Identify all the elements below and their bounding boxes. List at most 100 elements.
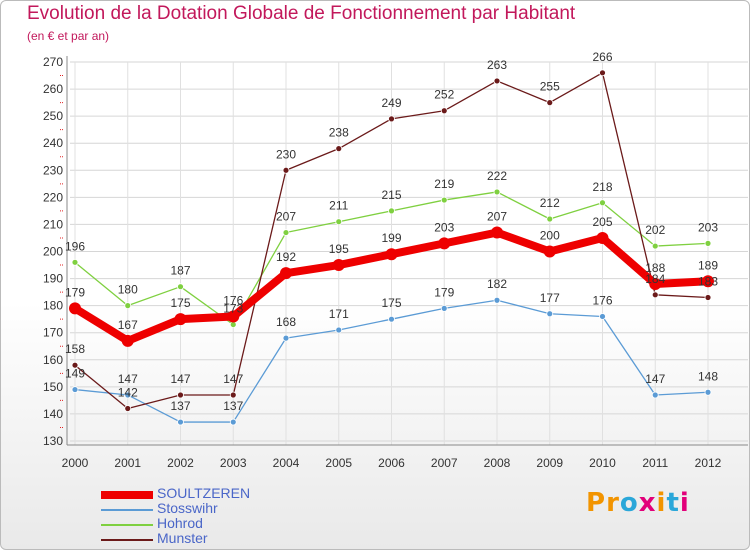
x-tick-label: 2008 <box>484 456 511 470</box>
y-tick-label: 210 <box>43 217 63 231</box>
data-label-munster: 266 <box>592 50 612 64</box>
data-label-stosswihr: 175 <box>381 296 401 310</box>
data-label-soultzeren: 167 <box>118 318 138 332</box>
data-point-soultzeren <box>702 275 714 288</box>
x-tick-label: 2006 <box>378 456 405 470</box>
data-point-stosswihr <box>124 391 132 399</box>
data-label-hohrod: 180 <box>118 283 138 297</box>
data-label-hohrod: 187 <box>170 264 190 278</box>
data-point-munster <box>282 166 290 174</box>
y-tick-label: 180 <box>43 299 63 313</box>
data-label-soultzeren: 179 <box>65 285 85 299</box>
data-point-hohrod <box>124 302 132 310</box>
x-tick-label: 2011 <box>642 456 668 470</box>
data-point-stosswihr <box>493 296 501 304</box>
data-point-munster <box>177 391 184 399</box>
legend-label: SOULTZEREN <box>157 485 251 501</box>
legend-swatch <box>101 539 153 541</box>
data-label-hohrod: 215 <box>381 188 401 202</box>
data-label-soultzeren: 192 <box>276 250 296 264</box>
data-label-munster: 255 <box>540 80 560 94</box>
data-label-soultzeren: 207 <box>487 210 507 224</box>
x-tick-label: 2001 <box>114 456 141 470</box>
y-tick-label: 240 <box>43 136 63 150</box>
data-point-soultzeren <box>438 237 451 250</box>
data-label-stosswihr: 179 <box>434 285 454 299</box>
data-label-stosswihr: 171 <box>329 307 349 321</box>
data-point-soultzeren <box>596 231 609 244</box>
data-point-stosswihr <box>651 391 659 399</box>
data-label-stosswihr: 137 <box>223 399 243 413</box>
data-point-hohrod <box>282 229 290 236</box>
data-point-stosswihr <box>71 386 79 393</box>
y-tick-label: 140 <box>43 407 63 421</box>
data-point-stosswihr <box>335 326 343 334</box>
proxiti-logo: Proxiti <box>586 488 690 518</box>
data-label-soultzeren: 175 <box>170 296 190 310</box>
data-point-soultzeren <box>543 245 556 258</box>
data-point-hohrod <box>388 207 395 215</box>
data-label-soultzeren: 203 <box>434 220 454 234</box>
data-point-soultzeren <box>385 248 398 261</box>
legend-swatch <box>101 524 153 526</box>
legend-swatch <box>101 509 153 511</box>
data-label-munster: 230 <box>276 147 296 161</box>
data-point-munster <box>229 391 237 399</box>
data-point-soultzeren <box>69 302 81 315</box>
data-label-stosswihr: 176 <box>592 293 612 307</box>
data-point-soultzeren <box>227 310 240 323</box>
data-label-stosswihr: 147 <box>645 372 665 386</box>
data-label-stosswihr: 137 <box>170 399 190 413</box>
x-tick-label: 2005 <box>325 456 352 470</box>
data-label-soultzeren: 195 <box>329 242 349 256</box>
x-tick-label: 2002 <box>167 456 194 470</box>
data-label-munster: 147 <box>223 372 243 386</box>
data-label-stosswihr: 177 <box>540 291 560 305</box>
y-tick-label: 130 <box>43 434 63 448</box>
data-label-hohrod: 211 <box>329 199 348 213</box>
data-point-soultzeren <box>332 259 345 272</box>
data-label-munster: 183 <box>698 275 718 289</box>
data-label-munster: 252 <box>434 88 454 102</box>
data-label-munster: 142 <box>118 386 138 400</box>
data-point-munster <box>124 405 132 412</box>
y-tick-label: 230 <box>43 163 63 177</box>
data-label-soultzeren: 205 <box>592 215 612 229</box>
data-label-hohrod: 196 <box>65 239 85 253</box>
data-point-stosswihr <box>282 334 290 342</box>
x-tick-label: 2010 <box>589 456 616 470</box>
data-point-soultzeren <box>174 313 187 326</box>
data-label-hohrod: 218 <box>592 180 612 194</box>
data-label-soultzeren: 199 <box>381 231 401 245</box>
chart-subtitle: (en € et par an) <box>27 29 110 43</box>
x-tick-label: 2012 <box>695 456 722 470</box>
data-label-hohrod: 202 <box>645 223 665 237</box>
legend-label: Stosswihr <box>157 500 218 516</box>
data-point-stosswihr <box>704 388 712 396</box>
data-label-munster: 184 <box>645 272 665 286</box>
data-point-hohrod <box>651 242 659 250</box>
data-point-soultzeren <box>649 277 662 290</box>
data-label-hohrod: 222 <box>487 169 507 183</box>
data-point-hohrod <box>177 283 184 291</box>
y-tick-label: 150 <box>43 380 63 394</box>
data-label-stosswihr: 147 <box>118 372 138 386</box>
data-point-munster <box>335 145 343 153</box>
x-tick-label: 2004 <box>273 456 300 470</box>
data-label-hohrod: 203 <box>698 220 718 234</box>
legend-label: Munster <box>157 530 208 546</box>
data-label-stosswihr: 149 <box>65 367 85 381</box>
y-tick-label: 260 <box>43 82 63 96</box>
data-point-stosswihr <box>599 313 606 320</box>
data-label-munster: 249 <box>381 96 401 110</box>
data-label-hohrod: 212 <box>540 196 560 210</box>
data-label-hohrod: 173 <box>223 302 243 316</box>
data-point-hohrod <box>704 239 712 247</box>
legend-swatch <box>101 491 153 499</box>
data-point-hohrod <box>335 218 343 226</box>
data-label-stosswihr: 148 <box>698 369 718 383</box>
data-point-munster <box>388 115 395 123</box>
data-point-soultzeren <box>491 226 503 239</box>
data-label-soultzeren: 188 <box>645 261 665 275</box>
data-point-munster <box>704 294 712 301</box>
